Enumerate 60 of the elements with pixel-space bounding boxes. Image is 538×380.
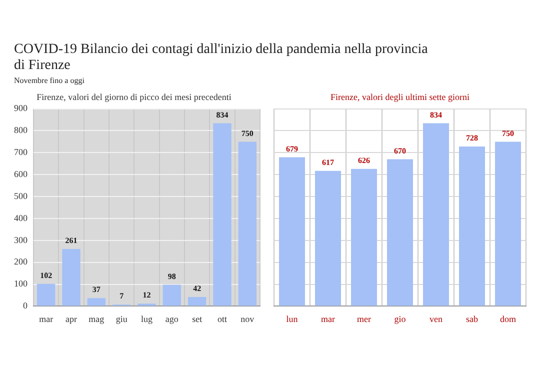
data-label: 42 — [193, 284, 202, 294]
bar — [422, 123, 450, 306]
y-tick-label: 100 — [14, 278, 28, 289]
data-label: 750 — [241, 128, 254, 138]
data-label: 37 — [92, 285, 100, 294]
data-label: 679 — [286, 144, 298, 154]
text: Novembre fino a oggi — [14, 76, 86, 85]
x-tick-label: nov — [240, 314, 255, 324]
x-tick-label: mag — [88, 314, 105, 324]
bar — [213, 123, 232, 306]
y-tick-label: 0 — [23, 300, 28, 311]
x-tick-label: mar — [321, 314, 335, 324]
chart-title: Firenze, valori del giorno di picco dei mesi precedenti — [36, 92, 232, 102]
data-label: 670 — [394, 146, 406, 156]
x-tick-label: mer — [357, 314, 371, 324]
y-tick-label: 300 — [14, 234, 28, 245]
x-tick-label: ago — [165, 314, 179, 324]
x-tick-label: ven — [430, 314, 443, 324]
data-label: 617 — [322, 158, 334, 167]
data-label: 261 — [65, 236, 78, 246]
x-tick-label: mar — [39, 314, 54, 324]
x-tick-label: apr — [66, 314, 77, 324]
x-tick-label: set — [192, 314, 203, 324]
data-label: 728 — [466, 134, 478, 143]
text: COVID-19 Bilancio dei contagi dall'inizio della pandemia nella provincia di Firenze — [14, 42, 429, 74]
y-tick-label: 400 — [14, 212, 28, 223]
bar — [87, 298, 106, 306]
y-tick-label: 600 — [14, 168, 28, 179]
bar — [36, 284, 56, 306]
y-tick-label: 200 — [14, 256, 28, 267]
x-tick-label: lug — [140, 314, 153, 324]
bar — [62, 248, 80, 306]
data-label: 834 — [216, 110, 228, 120]
bar — [458, 146, 486, 306]
bar — [162, 284, 182, 306]
bar — [386, 159, 414, 306]
y-tick-label: 800 — [14, 125, 28, 136]
x-tick-label: gio — [394, 314, 406, 324]
data-label: 12 — [142, 290, 151, 300]
y-tick-label: 700 — [14, 147, 28, 158]
bar — [188, 296, 206, 306]
bar — [278, 157, 306, 306]
x-tick-label: giu — [116, 314, 128, 324]
x-tick-label: ott — [217, 314, 228, 324]
x-tick-label: sab — [466, 314, 478, 324]
data-label: 626 — [358, 156, 370, 165]
bar — [238, 142, 257, 306]
data-label: 7 — [120, 292, 124, 301]
data-label: 750 — [502, 128, 514, 138]
x-tick-label: lun — [286, 314, 298, 324]
y-tick-label: 900 — [14, 103, 28, 114]
data-label: 102 — [40, 270, 52, 280]
bar — [314, 170, 342, 306]
data-label: 98 — [168, 272, 176, 281]
chart-title: Firenze, valori degli ultimi sette giorni — [330, 92, 470, 102]
bar — [494, 142, 522, 306]
y-tick-label: 500 — [14, 190, 28, 201]
bar — [350, 168, 378, 306]
x-tick-label: dom — [500, 314, 516, 324]
data-label: 834 — [430, 110, 442, 120]
